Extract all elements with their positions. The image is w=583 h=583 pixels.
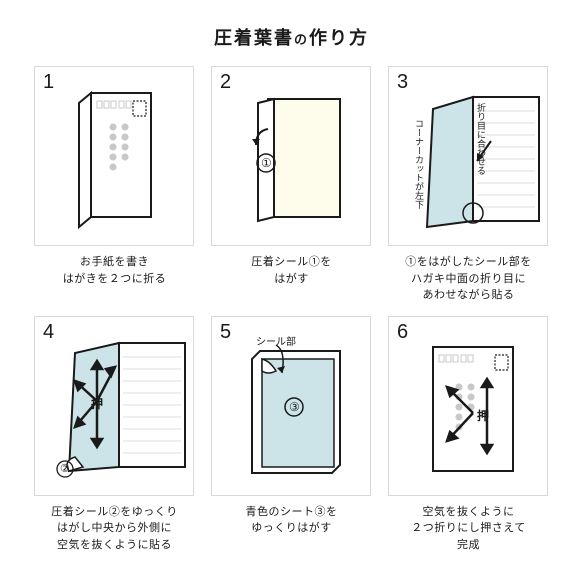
step-3-vtext-2: コーナーカットが左下 — [413, 119, 426, 209]
page-title: 圧着葉書の作り方 — [34, 24, 549, 50]
step-caption: 空気を抜くように２つ折りにし押さえて完成 — [388, 504, 549, 554]
badge-3: ③ — [289, 400, 300, 414]
title-no: の — [294, 32, 309, 47]
step-caption: 圧着シール②をゆっくりはがし中央から外側に空気を抜くように貼る — [34, 504, 195, 554]
step-caption: 圧着シール①をはがす — [211, 254, 372, 287]
steps-grid: 1 — [34, 66, 549, 553]
title-main: 圧着葉書 — [214, 28, 294, 48]
step-6: 6 — [388, 316, 549, 554]
step-4-illustration — [35, 317, 195, 497]
badge-2: ② — [60, 462, 70, 475]
step-4: 4 — [34, 316, 195, 554]
step-1: 1 — [34, 66, 195, 304]
step-1-illustration — [35, 67, 195, 247]
step-caption: お手紙を書きはがきを２つに折る — [34, 254, 195, 287]
step-3-vtext-1: 折り目に合わせる — [475, 103, 488, 175]
step-caption: ①をはがしたシール部をハガキ中面の折り目にあわせながら貼る — [388, 254, 549, 304]
push-label: 押 — [91, 395, 103, 412]
step-3: 3 折り目に合わせる コーナーカットが左下 — [388, 66, 549, 304]
seal-label: シール部 — [256, 333, 296, 348]
push-label: 押 — [477, 407, 489, 424]
step-5: 5 シール部 ③ 青色のシート③をゆっくりはがす — [211, 316, 372, 554]
title-sub: 作り方 — [309, 28, 369, 48]
badge-1: ① — [261, 156, 272, 170]
step-6-illustration — [389, 317, 549, 497]
step-2-illustration — [212, 67, 372, 247]
step-2: 2 ① 圧着シール①をはがす — [211, 66, 372, 304]
step-caption: 青色のシート③をゆっくりはがす — [211, 504, 372, 537]
